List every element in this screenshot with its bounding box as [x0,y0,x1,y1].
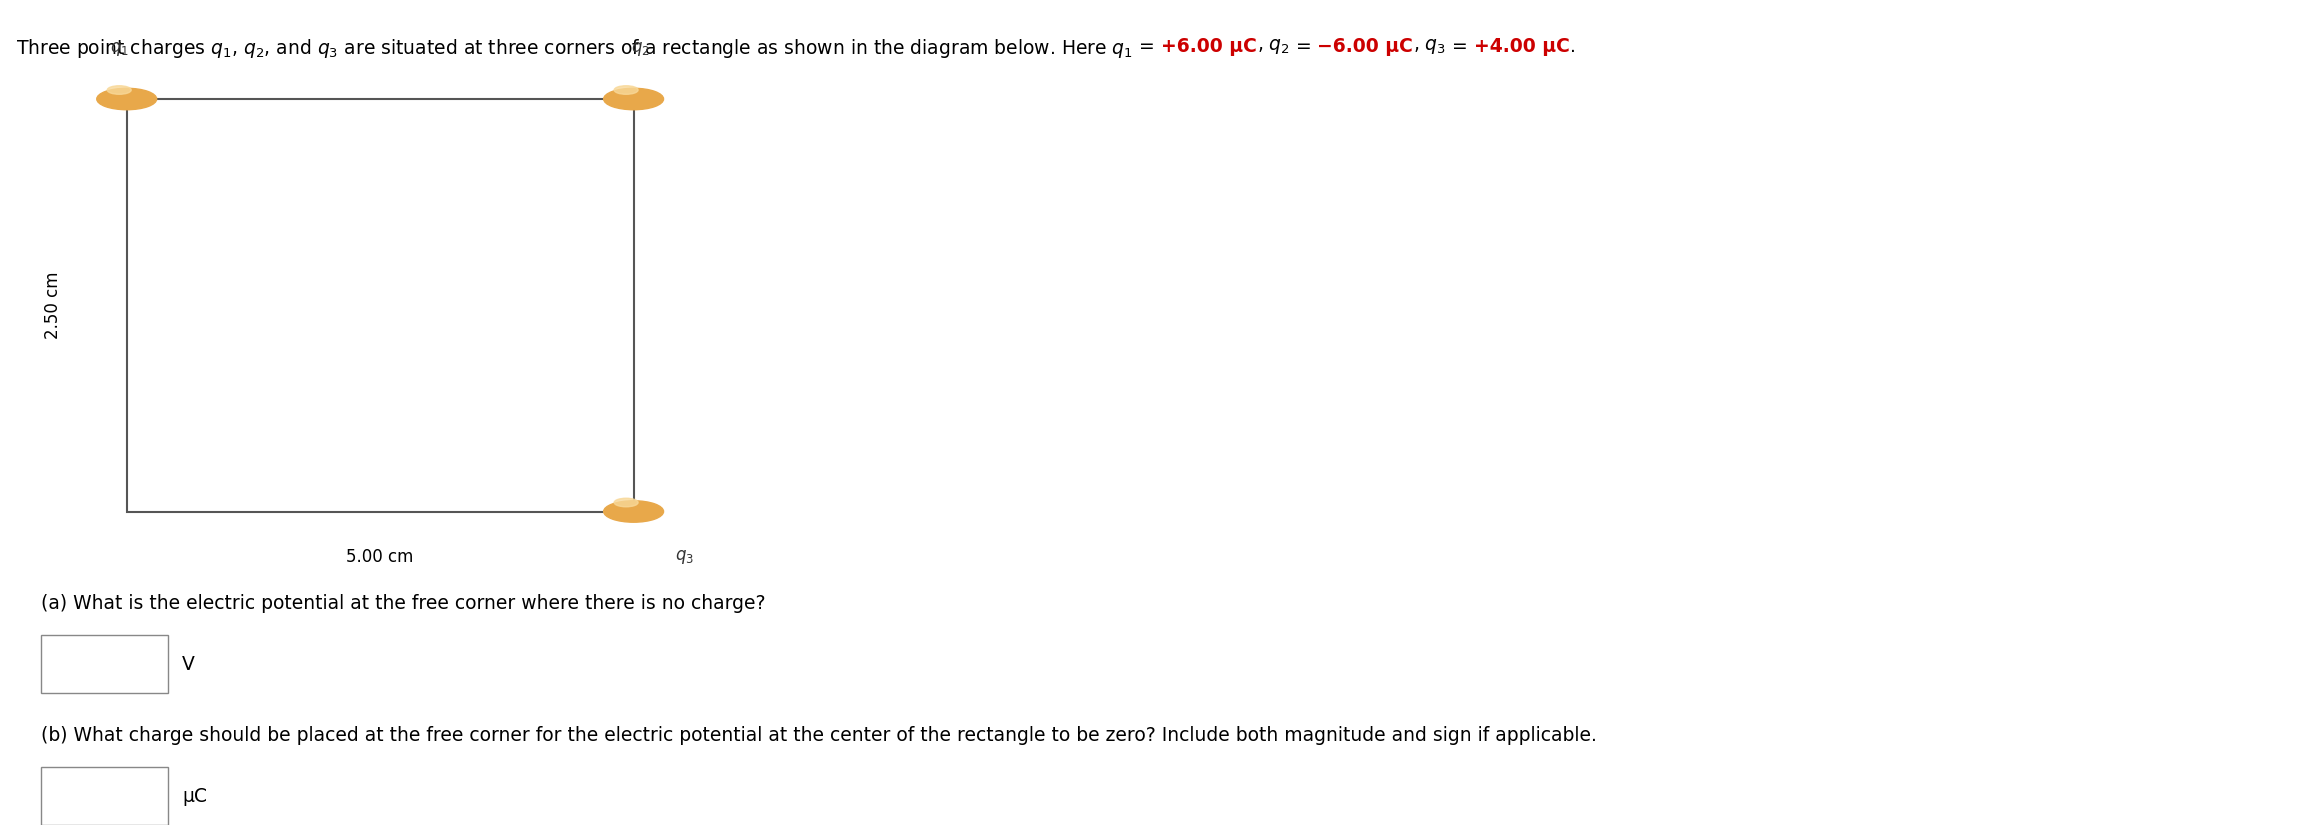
Text: +6.00 μC: +6.00 μC [1161,37,1256,56]
Text: $q_2$: $q_2$ [631,40,650,59]
Text: +4.00 μC: +4.00 μC [1475,37,1569,56]
Text: 5.00 cm: 5.00 cm [346,548,415,566]
Text: .: . [1569,37,1576,56]
Circle shape [108,86,131,94]
Text: V: V [182,654,196,674]
Bar [127,99,634,512]
Text: $q_3$: $q_3$ [675,548,694,566]
Text: =: = [1447,37,1475,56]
Text: 2.50 cm: 2.50 cm [44,271,62,339]
Circle shape [97,88,157,110]
FancyBboxPatch shape [41,635,168,693]
FancyBboxPatch shape [41,767,168,825]
Text: , $q_2$: , $q_2$ [1256,37,1290,56]
Text: (b) What charge should be placed at the free corner for the electric potential a: (b) What charge should be placed at the … [41,726,1597,745]
Text: =: = [1134,37,1161,56]
Text: =: = [1290,37,1318,56]
Text: , $q_3$: , $q_3$ [1412,37,1447,56]
Text: −6.00 μC: −6.00 μC [1318,37,1412,56]
Circle shape [604,88,664,110]
Text: μC: μC [182,786,207,806]
Text: (a) What is the electric potential at the free corner where there is no charge?: (a) What is the electric potential at th… [41,594,765,613]
Text: $q_1$: $q_1$ [111,40,129,59]
Circle shape [615,86,638,94]
Circle shape [615,498,638,507]
Circle shape [604,501,664,522]
Text: Three point charges $q_1$, $q_2$, and $q_3$ are situated at three corners of a r: Three point charges $q_1$, $q_2$, and $q… [16,37,1134,60]
